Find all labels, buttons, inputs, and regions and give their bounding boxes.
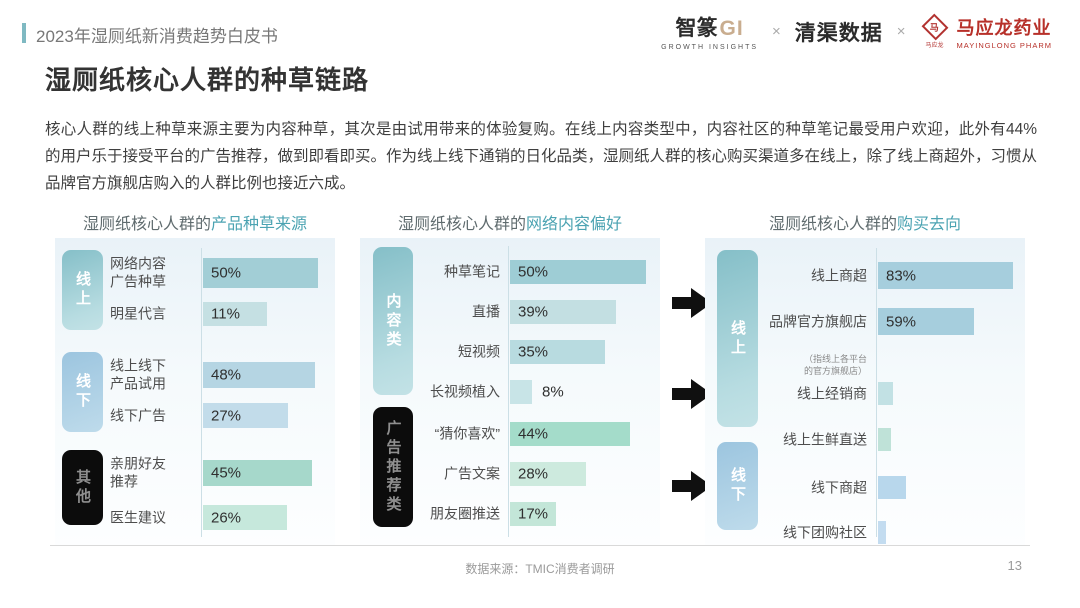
bar: 27%	[203, 403, 288, 428]
bar-row: 线下团购社区	[705, 521, 1025, 544]
bar-row: 品牌官方旗舰店 59%	[705, 308, 1025, 335]
group-box-online: 线上	[717, 250, 758, 427]
eyebrow-title: 2023年湿厕纸新消费趋势白皮书	[36, 27, 278, 46]
group-box-offline: 线下	[62, 352, 103, 432]
bar-row: 网络内容 广告种草 50%	[55, 256, 335, 289]
mayinglong-tagline: MAYINGLONG PHARM	[956, 40, 1052, 50]
group-box-content: 内容类	[373, 247, 413, 395]
chart-panel-purchase-destination: 湿厕纸核心人群的购买去向 线上 线下 线上商超 83% 品牌官方旗舰店 59% …	[705, 210, 1025, 545]
bar: 26%	[203, 505, 287, 530]
bar	[878, 476, 906, 499]
chart-panel-seeding-source: 湿厕纸核心人群的产品种草来源 线上 线下 其他 网络内容 广告种草 50% 明星代…	[55, 210, 335, 545]
bar-row: 朋友圈推送 17%	[360, 502, 660, 526]
bar	[878, 428, 891, 451]
bar-row: 长视频植入 8%	[360, 380, 660, 404]
bar-row: 线下商超	[705, 476, 1025, 499]
bar-row: “猜你喜欢” 44%	[360, 422, 660, 446]
bar: 44%	[510, 422, 630, 446]
bar: 59%	[878, 308, 974, 335]
chart-area: 线上 线下 线上商超 83% 品牌官方旗舰店 59% （指线上各平台 的官方旗舰店…	[705, 238, 1025, 545]
bar: 28%	[510, 462, 586, 486]
eyebrow-accent-bar	[22, 23, 26, 43]
page-title: 湿厕纸核心人群的种草链路	[45, 65, 370, 95]
bar	[878, 382, 893, 405]
bar-row: 线上线下 产品试用 48%	[55, 358, 335, 391]
zhizhuan-logo: 智篆 GI GROWTH INSIGHTS	[661, 12, 758, 51]
summary-paragraph: 核心人群的线上种草来源主要为内容种草，其次是由试用带来的体验复购。在线上内容类型…	[45, 121, 1038, 193]
bar: 50%	[510, 260, 646, 284]
bar-row: 亲朋好友 推荐 45%	[55, 456, 335, 489]
bar: 8%	[510, 380, 564, 404]
bar-row: 线上经销商	[705, 382, 1025, 405]
chart-panel-content-preference: 湿厕纸核心人群的网络内容偏好 内容类 广告推荐类 种草笔记 50% 直播 39%…	[360, 210, 660, 545]
bar: 39%	[510, 300, 616, 324]
group-box-other: 其他	[62, 450, 103, 525]
bar	[878, 521, 886, 544]
bar: 48%	[203, 362, 315, 388]
bar: 17%	[510, 502, 556, 526]
bar: 50%	[203, 258, 318, 288]
bar-row: 直播 39%	[360, 300, 660, 324]
bar: 83%	[878, 262, 1013, 289]
bar-row: 线下广告 27%	[55, 403, 335, 428]
bar-row: 医生建议 26%	[55, 505, 335, 530]
logo-separator: ×	[772, 23, 781, 40]
footer-divider	[50, 545, 1030, 546]
bar-row: 短视频 35%	[360, 340, 660, 364]
bar: 11%	[203, 302, 267, 326]
bar: 45%	[203, 460, 312, 486]
zhizhuan-tagline: GROWTH INSIGHTS	[661, 44, 759, 51]
data-source: 数据来源：TMIC消费者调研	[465, 562, 615, 576]
chart-area: 线上 线下 其他 网络内容 广告种草 50% 明星代言 11% 线上线下 产品试用 …	[55, 238, 335, 545]
axis-line	[201, 248, 202, 537]
group-box-offline: 线下	[717, 442, 758, 530]
zhizhuan-name: 智篆	[675, 17, 718, 40]
mayinglong-seal-icon: 马 马应龙	[920, 13, 950, 49]
qingqu-logo: 清渠数据	[794, 21, 883, 45]
bar: 35%	[510, 340, 605, 364]
page-number: 13	[1007, 558, 1022, 573]
axis-line	[876, 248, 877, 537]
bar-row: 种草笔记 50%	[360, 260, 660, 284]
zhizhuan-gi: GI	[719, 17, 744, 40]
group-box-ads: 广告推荐类	[373, 407, 413, 527]
logo-separator: ×	[896, 23, 906, 40]
flagship-store-note: （指线上各平台 的官方旗舰店）	[803, 354, 867, 376]
bar-row: 线上生鲜直送	[705, 428, 1025, 451]
group-box-online: 线上	[62, 250, 103, 330]
mayinglong-name: 马应龙药业	[956, 17, 1052, 38]
bar-row: 广告文案 28%	[360, 462, 660, 486]
bar-row: 明星代言 11%	[55, 302, 335, 326]
chart-area: 内容类 广告推荐类 种草笔记 50% 直播 39% 短视频 35% 长视频植入 …	[360, 238, 660, 545]
bar-row: 线上商超 83%	[705, 262, 1025, 289]
logo-strip: 智篆 GI GROWTH INSIGHTS × 清渠数据 × 马 马应龙 马应龙…	[661, 12, 1052, 51]
axis-line	[508, 246, 509, 537]
mayinglong-logo: 马 马应龙 马应龙药业 MAYINGLONG PHARM	[920, 13, 1052, 50]
